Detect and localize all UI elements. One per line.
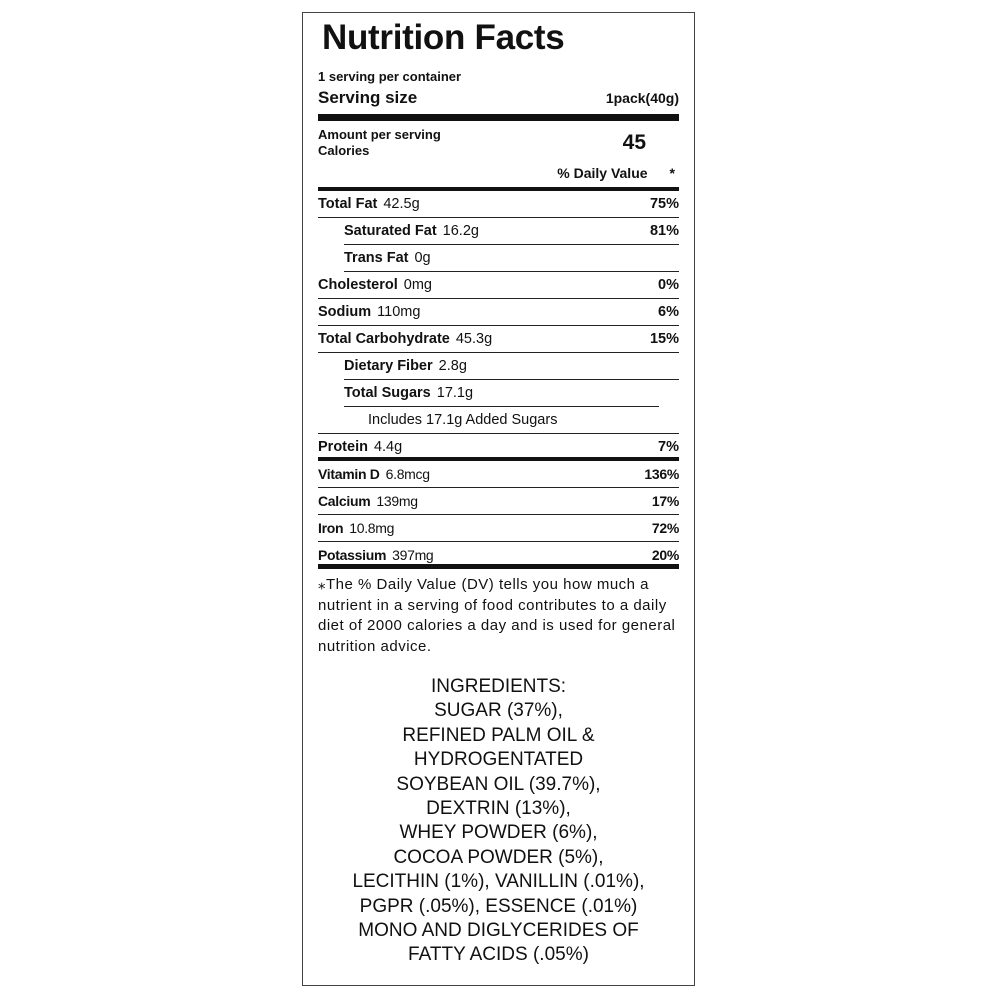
- ingredient-line: DEXTRIN (13%),: [426, 798, 571, 820]
- servings: 1 serving per container: [318, 69, 462, 84]
- nutrient-row: Total Fat 42.5g 75%: [318, 191, 679, 218]
- amount-per-serving: Amount per serving: [318, 127, 441, 142]
- serving-size-value: 1pack(40g): [605, 90, 679, 106]
- nutrient-dv: 6%: [658, 304, 679, 320]
- nutrient-dv: 7%: [658, 439, 679, 455]
- nutrient-name-amount: Sodium 110mg: [318, 299, 420, 325]
- nutrient-row: Calcium 139mg 17%: [318, 488, 679, 515]
- nutrient-name-amount: Dietary Fiber 2.8g: [344, 353, 467, 379]
- nutrient-name-amount: Calcium 139mg: [318, 488, 418, 514]
- nutrient-amount: 17.1g: [436, 385, 474, 401]
- nutrient-amount: 45.3g: [455, 331, 493, 347]
- nutrient-dv: 75%: [649, 196, 679, 212]
- nutrient-amount: 139mg: [376, 493, 418, 509]
- daily-value-label: % Daily Value: [557, 165, 648, 181]
- nutrient-name-amount: Total Carbohydrate 45.3g: [318, 326, 492, 352]
- serving-size: Serving size 1pack(40g): [318, 84, 679, 121]
- nutrient-amount: 4.4g: [373, 439, 403, 455]
- ingredients-heading: INGREDIENTS:: [430, 676, 567, 697]
- nutrient-name: Vitamin D: [318, 466, 380, 482]
- nutrient-amount: 16.2g: [442, 223, 479, 239]
- added-sugars: Includes 17.1g Added Sugars: [318, 407, 679, 434]
- nutrient-name-amount: Saturated Fat 16.2g: [344, 218, 479, 244]
- calories: Amount per serving Calories 45: [318, 121, 679, 159]
- nutrient-amount: 2.8g: [438, 358, 467, 374]
- nutrient-name-amount: Iron 10.8mg: [318, 515, 394, 541]
- nutrient-name: Potassium: [318, 547, 387, 563]
- daily-value-header: % Daily Value *: [318, 159, 679, 191]
- ingredient-line: HYDROGENTATED: [413, 749, 584, 771]
- nutrient-row: Protein 4.4g 7%: [318, 434, 679, 461]
- ingredient-line: LECITHIN (1%), VANILLIN (.01%),: [352, 871, 645, 893]
- nutrient-name: Protein: [318, 439, 368, 455]
- nutrient-name: Total Sugars: [344, 385, 431, 401]
- nutrient-name: Iron: [318, 520, 344, 536]
- calories-labels: Amount per serving Calories: [318, 127, 441, 159]
- nutrient-name-amount: Trans Fat 0g: [344, 245, 431, 271]
- nutrient-dv: 81%: [649, 223, 679, 239]
- nutrient-name: Dietary Fiber: [344, 358, 433, 374]
- nutrient-row: Trans Fat 0g: [344, 245, 679, 272]
- nutrient-amount: 42.5g: [383, 196, 420, 212]
- nutrient-name: Total Fat: [318, 196, 378, 212]
- nutrient-row: Vitamin D 6.8mcg 136%: [318, 461, 679, 488]
- nutrient-amount: 0mg: [403, 277, 432, 293]
- nutrient-row: Saturated Fat 16.2g 81%: [344, 218, 679, 245]
- nutrient-name-amount: Protein 4.4g: [318, 434, 402, 457]
- ingredient-line: COCOA POWDER (5%),: [393, 846, 604, 868]
- nutrient-name: Calcium: [318, 493, 371, 509]
- nutrient-rows: Total Fat 42.5g 75% Saturated Fat 16.2g 81% Tr…: [318, 191, 679, 569]
- ingredient-line: WHEY POWDER (6%),: [399, 822, 598, 844]
- calories-label: Calories: [318, 143, 370, 158]
- nutrient-amount: 0g: [414, 250, 431, 266]
- title: Nutrition Facts: [322, 18, 565, 57]
- nutrient-name: Saturated Fat: [344, 223, 437, 239]
- nutrient-name-amount: Total Sugars 17.1g: [344, 380, 473, 406]
- nutrient-dv: 15%: [649, 331, 679, 347]
- ingredient-line: SOYBEAN OIL (39.7%),: [396, 773, 601, 795]
- nutrient-name: Total Carbohydrate: [318, 331, 450, 347]
- nutrient-name-amount: Cholesterol 0mg: [318, 272, 432, 298]
- nutrient-name-amount: Vitamin D 6.8mcg: [318, 461, 430, 487]
- calories-value: 45: [622, 131, 646, 154]
- nutrient-dv: 20%: [651, 547, 679, 563]
- nutrient-row: Total Carbohydrate 45.3g 15%: [318, 326, 679, 353]
- serving-size-label: Serving size: [318, 88, 418, 107]
- nutrient-row: Potassium 397mg 20%: [318, 542, 679, 569]
- nutrient-row: Cholesterol 0mg 0%: [318, 272, 679, 299]
- nutrient-name: Sodium: [318, 304, 372, 320]
- nutrient-row: Dietary Fiber 2.8g: [344, 353, 679, 380]
- nutrient-row: Iron 10.8mg 72%: [318, 515, 679, 542]
- ingredient-line: SUGAR (37%),: [434, 700, 563, 722]
- nutrient-amount: 110mg: [377, 304, 421, 320]
- ingredients: INGREDIENTS: SUGAR (37%), REFINED PALM OI…: [318, 675, 679, 968]
- nutrient-dv: 136%: [644, 466, 679, 482]
- nutrition-label: Nutrition Facts 1 serving per container …: [302, 12, 695, 986]
- nutrient-dv: 17%: [651, 493, 679, 509]
- nutrient-row: Total Sugars 17.1g: [344, 380, 659, 407]
- ingredient-line: FATTY ACIDS (.05%): [408, 944, 589, 966]
- nutrient-amount: 397mg: [392, 547, 434, 563]
- nutrient-amount: 10.8mg: [349, 520, 395, 536]
- nutrient-dv: 0%: [658, 277, 679, 293]
- nutrient-name: Cholesterol: [318, 277, 398, 293]
- nutrient-amount: 6.8mcg: [385, 466, 430, 482]
- nutrient-name-amount: Potassium 397mg: [318, 542, 434, 564]
- nutrient-row: Sodium 110mg 6%: [318, 299, 679, 326]
- nutrient-name-amount: Total Fat 42.5g: [318, 191, 420, 217]
- ingredient-line: PGPR (.05%), ESSENCE (.01%): [359, 895, 638, 917]
- nutrient-name: Trans Fat: [344, 250, 409, 266]
- nutrient-dv: 72%: [651, 520, 679, 536]
- ingredient-line: REFINED PALM OIL &: [402, 724, 595, 746]
- ingredient-line: MONO AND DIGLYCERIDES OF: [358, 920, 639, 942]
- footnote: ⁎The % Daily Value (DV) tells you how mu…: [318, 576, 676, 655]
- daily-value-mark: *: [669, 165, 675, 181]
